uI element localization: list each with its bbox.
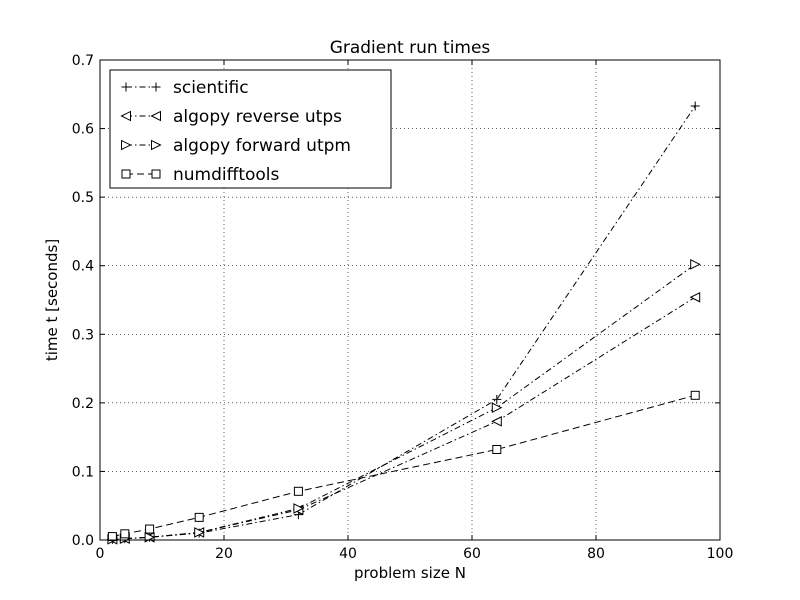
x-tick-label: 20 (215, 546, 233, 562)
legend-item: scientific (121, 78, 249, 98)
plot-series (106, 101, 701, 545)
y-tick-label: 0.3 (72, 327, 94, 343)
data-point (690, 259, 701, 270)
legend-marker (121, 169, 131, 179)
x-tick-label: 100 (707, 546, 734, 562)
x-tick-label: 80 (587, 546, 605, 562)
legend-label: algopy forward utpm (173, 136, 351, 156)
legend-marker (151, 139, 162, 151)
data-point (492, 444, 502, 454)
data-point (690, 101, 700, 111)
legend: scientific algopy reverse utps algopy forw… (109, 69, 392, 189)
y-tick-label: 0.2 (72, 396, 94, 412)
legend-marker (150, 110, 161, 122)
ticks: 0 20 40 60 80 100 0.0 0.1 0.2 0.3 0.4 0.5 0.6 0.7 (72, 53, 734, 562)
legend-label: numdifftools (173, 165, 280, 185)
legend-marker (120, 110, 131, 122)
legend-marker (151, 82, 161, 92)
data-point (491, 402, 503, 413)
series-algopy-forward-utpm (107, 259, 701, 545)
data-point (107, 532, 117, 542)
plot-frame (99, 59, 721, 541)
legend-item: numdifftools (121, 165, 280, 185)
data-point (120, 529, 130, 539)
data-point (689, 291, 701, 303)
legend-marker (121, 82, 131, 92)
legend-label: scientific (173, 78, 249, 98)
series-line (112, 263, 696, 540)
y-tick-label: 0.6 (72, 122, 94, 138)
data-point (690, 390, 700, 400)
legend-marker (121, 139, 132, 151)
x-tick-label: 40 (339, 546, 357, 562)
legend-box (109, 69, 392, 189)
data-point (145, 524, 155, 534)
y-tick-label: 0.1 (72, 464, 94, 480)
y-axis-label: time t [seconds] (43, 239, 61, 361)
data-point (491, 416, 502, 427)
legend-item: algopy reverse utps (120, 107, 342, 127)
data-point (293, 503, 305, 514)
series-line (112, 296, 696, 540)
legend-label: algopy reverse utps (173, 107, 342, 127)
data-point (492, 394, 502, 404)
data-point (194, 512, 204, 522)
data-point (293, 486, 303, 496)
y-tick-label: 0.5 (72, 190, 94, 206)
legend-marker (151, 169, 161, 179)
x-tick-label: 0 (96, 546, 105, 562)
x-axis-label: problem size N (354, 564, 466, 582)
data-point (194, 527, 205, 538)
series-numdifftools (107, 390, 700, 542)
y-tick-label: 0.7 (72, 53, 94, 69)
y-tick-label: 0.4 (72, 259, 94, 275)
legend-item: algopy forward utpm (121, 136, 351, 156)
x-tick-label: 60 (463, 546, 481, 562)
chart-title: Gradient run times (330, 38, 491, 58)
y-tick-label: 0.0 (72, 533, 94, 549)
